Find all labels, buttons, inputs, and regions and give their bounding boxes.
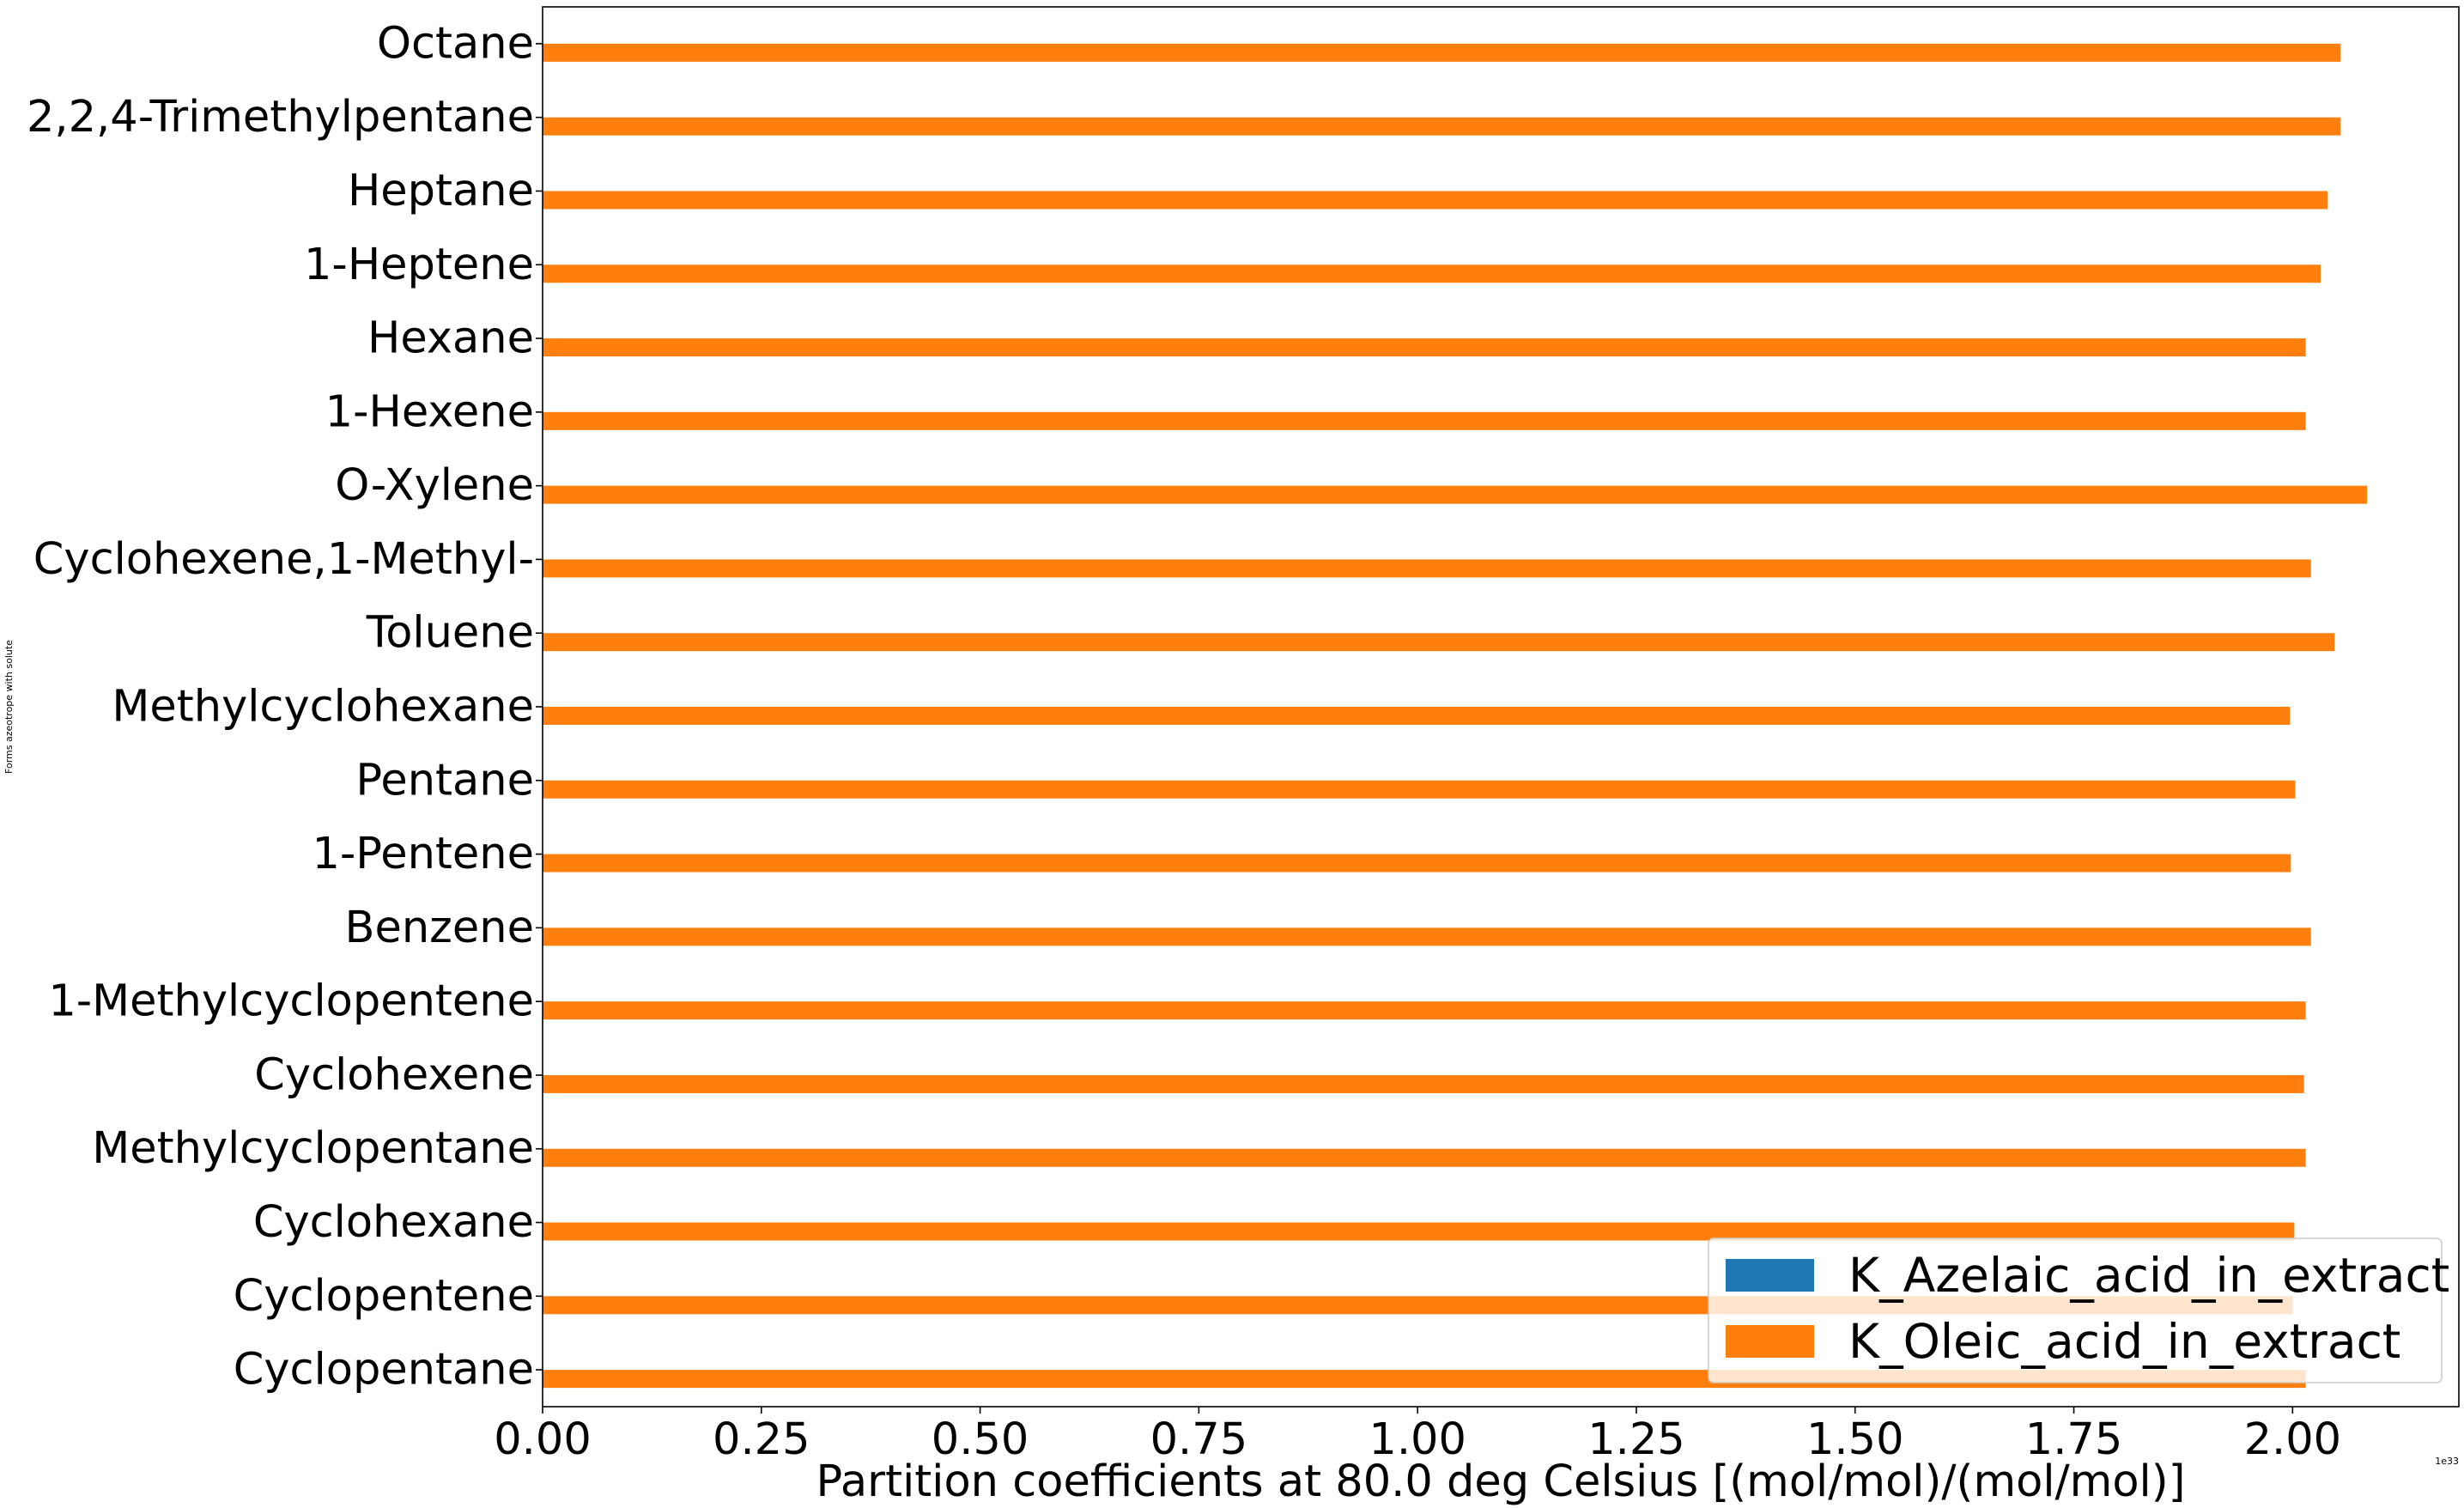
x-tick-label: 0.25 [713,1414,810,1465]
y-tick-label: Cyclopentene [234,1271,534,1322]
bar-oleic-14 [543,338,2306,357]
y-tick-label: 1-Hexene [325,386,534,437]
y-tick-label: 2,2,4-Trimethylpentane [27,92,534,143]
bar-oleic-18 [543,43,2341,62]
y-tick-label: Methylcyclohexane [112,682,534,733]
y-tick-label: Cyclohexene,1-Methyl- [33,534,534,585]
y-tick-label: 1-Heptene [304,240,534,290]
bar-oleic-5 [543,1001,2306,1020]
plot-frame [542,6,2460,1408]
x-tick-label: 1.25 [1587,1414,1685,1465]
x-tick-label: 0.50 [932,1414,1029,1465]
bar-oleic-16 [543,191,2328,210]
bar-oleic-6 [543,927,2311,946]
y-tick-label: Cyclohexane [253,1197,534,1248]
x-tick-label: 0.75 [1150,1414,1248,1465]
bar-oleic-7 [543,854,2291,873]
x-tick-label: 0.00 [494,1414,592,1465]
y-tick-label: Octane [377,18,534,69]
x-tick-label: 1.75 [2025,1414,2123,1465]
legend-swatch-azelaic [1726,1259,1814,1292]
bar-oleic-15 [543,265,2321,283]
y-tick-label: Methylcyclopentane [92,1123,534,1174]
x-ticks: 0.00 0.25 0.50 0.75 1.00 1.25 1.50 1.75 2.00 [494,1407,2341,1465]
y-tick-label: 1-Pentene [312,829,534,879]
y-tick-label: O-Xylene [335,460,534,511]
y-tick-label: Toluene [366,608,534,659]
bar-oleic-8 [543,780,2296,799]
bar-oleic-17 [543,117,2341,136]
legend: K_Azelaic_acid_in_extract K_Oleic_acid_i… [1708,1237,2449,1383]
x-tick-label: 1.50 [1806,1414,1904,1465]
y-tick-label: Pentane [355,755,534,806]
y-tick-label: Cyclohexene [254,1049,534,1100]
y-tick-label: Benzene [344,903,534,953]
bar-oleic-9 [543,707,2291,725]
x-axis-label: Partition coefficients at 80.0 deg Celsi… [816,1456,2185,1507]
y-tick-label: Heptane [348,166,534,216]
y-axis-label: Forms azeotrope with solute [3,640,15,774]
legend-label-oleic: K_Oleic_acid_in_extract [1848,1314,2400,1369]
bar-oleic-13 [543,411,2306,430]
bars-layer [543,43,2367,1389]
x-tick-label: 2.00 [2244,1414,2342,1465]
bar-oleic-12 [543,485,2367,504]
legend-label-azelaic: K_Azelaic_acid_in_extract [1848,1248,2449,1303]
y-tick-label: 1-Methylcyclopentene [48,976,534,1027]
bar-oleic-11 [543,559,2311,578]
y-tick-label: Hexane [367,313,534,364]
y-tick-label: Cyclopentane [234,1345,534,1396]
legend-box [1708,1237,2443,1383]
x-tick-label: 1.00 [1369,1414,1466,1465]
legend-swatch-oleic [1726,1325,1814,1358]
y-ticks: Cyclopentane Cyclopentene Cyclohexane Methy… [27,18,543,1396]
bar-oleic-4 [543,1074,2304,1093]
bar-oleic-10 [543,633,2335,652]
bar-oleic-3 [543,1148,2306,1167]
bar-oleic-2 [543,1222,2295,1241]
x-axis-offset-label: 1e33 [2435,1456,2459,1467]
